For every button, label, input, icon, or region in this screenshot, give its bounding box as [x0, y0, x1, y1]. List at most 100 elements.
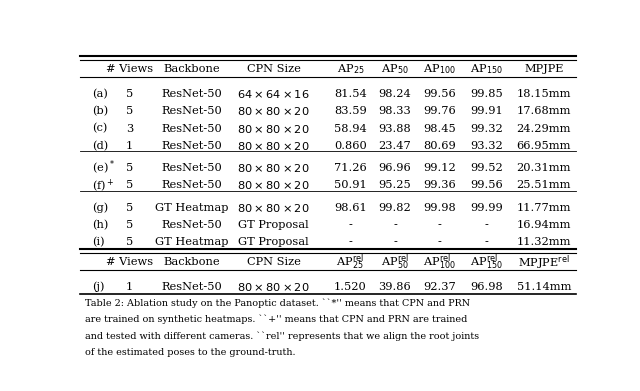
Text: 98.24: 98.24 — [379, 89, 412, 99]
Text: AP$_{25}$: AP$_{25}$ — [337, 63, 364, 76]
Text: -: - — [484, 220, 489, 230]
Text: GT Heatmap: GT Heatmap — [155, 237, 228, 248]
Text: 5: 5 — [126, 220, 133, 230]
Text: $80 \times 80 \times 20$: $80 \times 80 \times 20$ — [237, 179, 310, 192]
Text: 99.32: 99.32 — [470, 124, 503, 133]
Text: ResNet-50: ResNet-50 — [161, 141, 222, 151]
Text: (f)$^+$: (f)$^+$ — [92, 177, 115, 194]
Text: 99.56: 99.56 — [423, 89, 456, 99]
Text: 11.32mm: 11.32mm — [516, 237, 571, 248]
Text: MPJPE: MPJPE — [524, 64, 563, 74]
Text: AP$^{\rm rel}_{50}$: AP$^{\rm rel}_{50}$ — [381, 253, 409, 272]
Text: ResNet-50: ResNet-50 — [161, 282, 222, 292]
Text: 1: 1 — [126, 141, 133, 151]
Text: 98.45: 98.45 — [423, 124, 456, 133]
Text: ResNet-50: ResNet-50 — [161, 106, 222, 117]
Text: (d): (d) — [92, 140, 109, 151]
Text: -: - — [393, 220, 397, 230]
Text: 96.96: 96.96 — [379, 163, 412, 173]
Text: 1.520: 1.520 — [334, 282, 367, 292]
Text: and tested with different cameras. ``rel'' represents that we align the root joi: and tested with different cameras. ``rel… — [85, 331, 479, 341]
Text: (c): (c) — [92, 123, 108, 134]
Text: $80 \times 80 \times 20$: $80 \times 80 \times 20$ — [237, 122, 310, 135]
Text: 17.68mm: 17.68mm — [516, 106, 571, 117]
Text: # Views: # Views — [106, 257, 153, 267]
Text: 0.860: 0.860 — [334, 141, 367, 151]
Text: 5: 5 — [126, 237, 133, 248]
Text: # Views: # Views — [106, 64, 153, 74]
Text: $80 \times 80 \times 20$: $80 \times 80 \times 20$ — [237, 140, 310, 152]
Text: GT Proposal: GT Proposal — [238, 237, 308, 248]
Text: 20.31mm: 20.31mm — [516, 163, 571, 173]
Text: $80 \times 80 \times 20$: $80 \times 80 \times 20$ — [237, 162, 310, 174]
Text: ResNet-50: ResNet-50 — [161, 124, 222, 133]
Text: -: - — [348, 220, 352, 230]
Text: (j): (j) — [92, 282, 105, 292]
Text: Backbone: Backbone — [163, 257, 220, 267]
Text: AP$^{\rm rel}_{100}$: AP$^{\rm rel}_{100}$ — [423, 253, 456, 272]
Text: MPJPE$^{\rm rel}$: MPJPE$^{\rm rel}$ — [518, 253, 570, 272]
Text: 50.91: 50.91 — [334, 181, 367, 190]
Text: 5: 5 — [126, 203, 133, 213]
Text: 99.52: 99.52 — [470, 163, 503, 173]
Text: 81.54: 81.54 — [334, 89, 367, 99]
Text: CPN Size: CPN Size — [246, 64, 300, 74]
Text: 96.98: 96.98 — [470, 282, 503, 292]
Text: (b): (b) — [92, 106, 109, 117]
Text: (i): (i) — [92, 237, 105, 248]
Text: 16.94mm: 16.94mm — [516, 220, 571, 230]
Text: 66.95mm: 66.95mm — [516, 141, 571, 151]
Text: 5: 5 — [126, 181, 133, 190]
Text: are trained on synthetic heatmaps. ``+'' means that CPN and PRN are trained: are trained on synthetic heatmaps. ``+''… — [85, 315, 467, 324]
Text: 99.82: 99.82 — [379, 203, 412, 213]
Text: 71.26: 71.26 — [334, 163, 367, 173]
Text: $80 \times 80 \times 20$: $80 \times 80 \times 20$ — [237, 105, 310, 117]
Text: CPN Size: CPN Size — [246, 257, 300, 267]
Text: 3: 3 — [126, 124, 133, 133]
Text: 11.77mm: 11.77mm — [516, 203, 571, 213]
Text: ResNet-50: ResNet-50 — [161, 89, 222, 99]
Text: 25.51mm: 25.51mm — [516, 181, 571, 190]
Text: $80 \times 80 \times 20$: $80 \times 80 \times 20$ — [237, 202, 310, 214]
Text: 5: 5 — [126, 106, 133, 117]
Text: 99.85: 99.85 — [470, 89, 503, 99]
Text: 58.94: 58.94 — [334, 124, 367, 133]
Text: 99.56: 99.56 — [470, 181, 503, 190]
Text: ResNet-50: ResNet-50 — [161, 163, 222, 173]
Text: (e)$^*$: (e)$^*$ — [92, 159, 115, 178]
Text: AP$^{\rm rel}_{25}$: AP$^{\rm rel}_{25}$ — [337, 253, 364, 272]
Text: AP$_{150}$: AP$_{150}$ — [470, 63, 503, 76]
Text: 99.76: 99.76 — [423, 106, 456, 117]
Text: 18.15mm: 18.15mm — [516, 89, 571, 99]
Text: 5: 5 — [126, 163, 133, 173]
Text: ResNet-50: ResNet-50 — [161, 181, 222, 190]
Text: -: - — [438, 237, 442, 248]
Text: 93.88: 93.88 — [379, 124, 412, 133]
Text: ResNet-50: ResNet-50 — [161, 220, 222, 230]
Text: 1: 1 — [126, 282, 133, 292]
Text: 39.86: 39.86 — [379, 282, 412, 292]
Text: -: - — [393, 237, 397, 248]
Text: GT Heatmap: GT Heatmap — [155, 203, 228, 213]
Text: Backbone: Backbone — [163, 64, 220, 74]
Text: AP$_{100}$: AP$_{100}$ — [423, 63, 456, 76]
Text: (g): (g) — [92, 203, 109, 213]
Text: 80.69: 80.69 — [423, 141, 456, 151]
Text: 23.47: 23.47 — [379, 141, 412, 151]
Text: -: - — [348, 237, 352, 248]
Text: Table 2: Ablation study on the Panoptic dataset. ``*'' means that CPN and PRN: Table 2: Ablation study on the Panoptic … — [85, 298, 470, 308]
Text: AP$^{\rm rel}_{150}$: AP$^{\rm rel}_{150}$ — [470, 253, 503, 272]
Text: 51.14mm: 51.14mm — [516, 282, 571, 292]
Text: 99.98: 99.98 — [423, 203, 456, 213]
Text: $80 \times 80 \times 20$: $80 \times 80 \times 20$ — [237, 281, 310, 293]
Text: 92.37: 92.37 — [423, 282, 456, 292]
Text: AP$_{50}$: AP$_{50}$ — [381, 63, 409, 76]
Text: 24.29mm: 24.29mm — [516, 124, 571, 133]
Text: 99.91: 99.91 — [470, 106, 503, 117]
Text: -: - — [484, 237, 489, 248]
Text: (h): (h) — [92, 220, 109, 230]
Text: 5: 5 — [126, 89, 133, 99]
Text: $64 \times 64 \times 16$: $64 \times 64 \times 16$ — [237, 88, 310, 100]
Text: 99.99: 99.99 — [470, 203, 503, 213]
Text: 98.33: 98.33 — [379, 106, 412, 117]
